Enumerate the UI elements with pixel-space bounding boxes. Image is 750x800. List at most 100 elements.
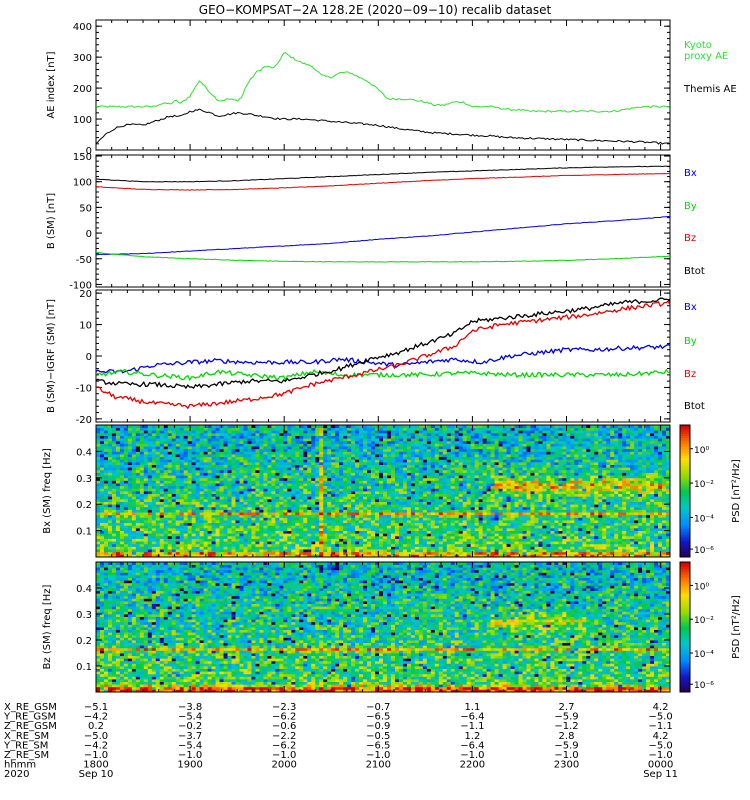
spectrogram-cell [223,506,228,510]
spectrogram-cell [315,554,320,558]
spectrogram-cell [291,522,296,526]
spectrogram-cell [111,546,117,550]
spectrogram-cell [143,549,149,553]
spectrogram-cell [398,469,404,473]
spectrogram-cell [271,551,276,555]
spectrogram-cell [171,496,177,500]
spectrogram-cell [151,551,157,555]
spectrogram-cell [96,554,101,558]
spectrogram-cell [339,440,344,444]
spectrogram-cell [135,554,141,558]
spectrogram-cell [406,432,412,436]
spectrogram-cell [430,535,436,539]
spectrogram-cell [394,454,400,458]
spectrogram-cell [323,554,328,558]
spectrogram-cell [267,541,272,545]
spectrogram-cell [175,454,181,458]
spectrogram-cell [199,438,205,442]
spectrogram-cell [418,480,424,484]
spectrogram-cell [275,472,280,476]
spectrogram-cell [215,517,220,521]
spectrogram-cell [311,512,316,516]
spectrogram-cell [127,464,133,468]
spectrogram-cell [195,469,201,473]
spectrogram-cell [195,551,201,555]
spectrogram-cell [139,512,145,516]
spectrogram-cell [183,498,189,502]
spectrogram-cell [171,459,177,463]
spectrogram-cell [115,554,121,558]
spectrogram-cell [343,520,348,524]
spectrogram-cell [383,533,388,537]
spectrogram-cell [119,512,125,516]
spectrogram-cell [394,488,400,492]
spectrogram-cell [151,432,157,436]
spectrogram-cell [287,483,292,487]
spectrogram-cell [179,430,185,434]
spectrogram-cell [295,459,300,463]
spectrogram-cell [434,488,440,492]
spectrogram-cell [291,527,296,531]
spectrogram-cell [135,483,141,487]
spectrogram-cell [115,438,121,442]
spectrogram-cell [231,496,236,500]
spectrogram-cell [398,514,404,518]
spectrogram-cell [359,488,364,492]
spectrogram-cell [247,483,252,487]
spectrogram-cell [422,477,428,481]
spectrogram-cell [151,438,157,442]
spectrogram-cell [319,525,324,529]
spectrogram-cell [319,456,324,460]
spectrogram-cell [422,546,428,550]
spectrogram-cell [430,541,436,545]
spectrogram-cell [279,475,284,479]
spectrogram-cell [299,461,304,465]
spectrogram-cell [371,451,376,455]
spectrogram-cell [375,454,380,458]
spectrogram-cell [255,427,260,431]
spectrogram-cell [287,425,292,429]
spectrogram-cell [239,456,244,460]
spectrogram-cell [315,446,320,450]
spectrogram-cell [231,435,236,439]
spectrogram-cell [383,448,388,452]
spectrogram-cell [131,469,137,473]
spectrogram-cell [303,520,308,524]
series-themis-ae: Themis AE [95,84,737,145]
spectrogram-cell [335,491,340,495]
spectrogram-cell [331,483,336,487]
spectrogram-cell [335,541,340,545]
spectrogram-cell [267,475,272,479]
spectrogram-cell [418,512,424,516]
spectrogram-cell [135,427,141,431]
spectrogram-cell [147,461,153,465]
spectrogram-cell [295,535,300,539]
spectrogram-cell [243,504,248,508]
spectrogram-cell [434,483,440,487]
spectrogram-cell [211,469,216,473]
spectrogram-cell [135,435,141,439]
spectrogram-cell [203,432,209,436]
spectrogram-cell [191,504,197,508]
spectrogram-cell [143,425,149,429]
spectrogram-cell [335,514,340,518]
spectrogram-cell [315,525,320,529]
spectrogram-cell [379,488,384,492]
spectrogram-cell [127,506,133,510]
spectrogram-cell [123,498,129,502]
spectrogram-cell [111,480,117,484]
spectrogram-cell [119,469,125,473]
spectrogram-cell [167,514,173,518]
spectrogram-cell [275,535,280,539]
spectrogram-cell [390,554,396,558]
spectrogram-cell [159,543,165,547]
spectrogram-cell [239,538,244,542]
spectrogram-cell [371,488,376,492]
spectrogram-cell [115,459,121,463]
spectrogram-cell [287,451,292,455]
spectrogram-cell [147,451,153,455]
spectrogram-cell [247,522,252,526]
spectrogram-cell [191,451,197,455]
spectrogram-cell [219,522,224,526]
